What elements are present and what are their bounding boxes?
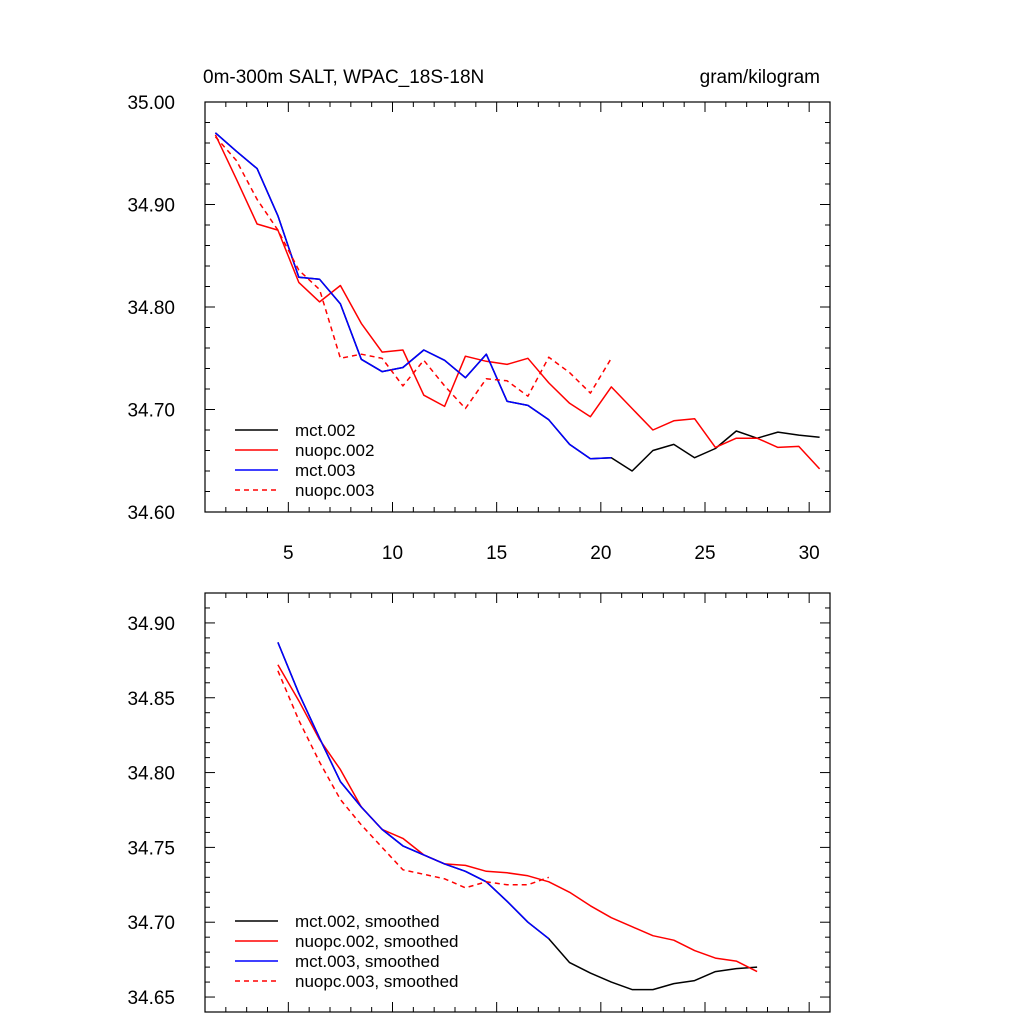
- legend-label: mct.003, smoothed: [295, 952, 440, 971]
- y-tick-label: 34.80: [127, 764, 175, 785]
- y-tick-label: 34.75: [127, 838, 175, 859]
- legend-label: mct.003: [295, 461, 355, 480]
- legend-label: mct.002, smoothed: [295, 912, 440, 931]
- legend-label: mct.002: [295, 421, 355, 440]
- series-line-2: [214, 132, 612, 460]
- y-tick-label: 34.60: [127, 503, 175, 524]
- x-tick-label: 25: [694, 543, 715, 564]
- x-tick-label: 15: [486, 543, 507, 564]
- series-line-2: [277, 642, 550, 940]
- bottom-panel: 34.65 34.70 34.75 34.80 34.85 34.90 mct.002, …: [127, 592, 831, 1013]
- y-tick-label: 34.80: [127, 298, 175, 319]
- legend-label: nuopc.003: [295, 481, 374, 500]
- top-axes: 5 10 15 20 25 30 34.60 34.70 34.80 34.90 35.00: [127, 93, 831, 564]
- legend-label: nuopc.002: [295, 441, 374, 460]
- bottom-series: [277, 642, 758, 991]
- series-line-3: [277, 670, 550, 889]
- y-tick-label: 34.85: [127, 689, 175, 710]
- y-tick-label: 34.65: [127, 988, 175, 1009]
- x-tick-label: 20: [590, 543, 611, 564]
- y-tick-label: 34.70: [127, 401, 175, 422]
- series-line-1: [277, 664, 758, 973]
- series-line-1: [214, 134, 821, 470]
- y-tick-label: 34.70: [127, 913, 175, 934]
- legend-label: nuopc.002, smoothed: [295, 932, 459, 951]
- bottom-axes: 34.65 34.70 34.75 34.80 34.85 34.90: [127, 592, 831, 1013]
- top-series: [214, 132, 821, 472]
- y-tick-label: 34.90: [127, 196, 175, 217]
- units-label: gram/kilogram: [700, 67, 820, 88]
- x-tick-label: 5: [283, 543, 294, 564]
- chart-title: 0m-300m SALT, WPAC_18S-18N: [203, 67, 484, 88]
- top-panel: 0m-300m SALT, WPAC_18S-18N gram/kilogram…: [127, 67, 831, 564]
- series-line-3: [214, 136, 612, 410]
- y-tick-label: 34.90: [127, 614, 175, 635]
- y-tick-label: 35.00: [127, 93, 175, 114]
- x-tick-label: 30: [799, 543, 820, 564]
- legend-label: nuopc.003, smoothed: [295, 972, 459, 991]
- x-tick-label: 10: [382, 543, 403, 564]
